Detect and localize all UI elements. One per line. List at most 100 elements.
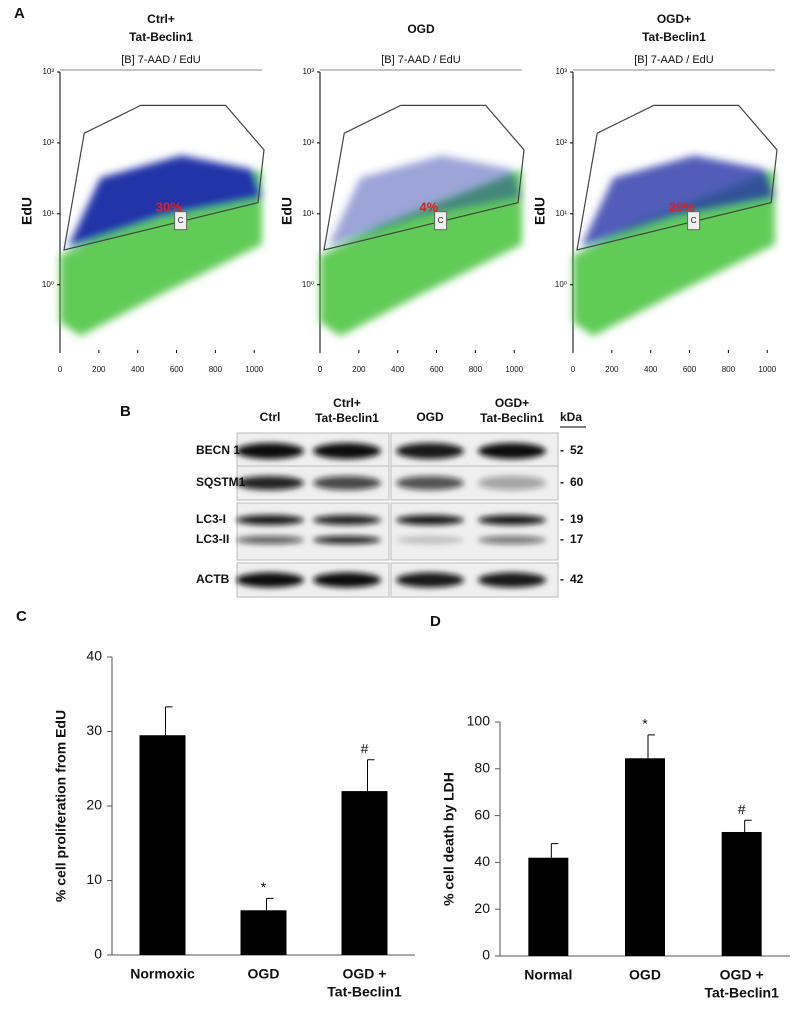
y-tick-label: 20 bbox=[86, 797, 102, 813]
band bbox=[478, 515, 546, 525]
gate-label: C bbox=[178, 216, 184, 225]
bar bbox=[528, 857, 569, 956]
gate-percent: 4% bbox=[419, 200, 438, 215]
y-tick-label: 10³ bbox=[42, 67, 54, 76]
kda-value: 60 bbox=[570, 475, 584, 489]
y-tick-label: 10⁰ bbox=[42, 280, 54, 289]
row-label: LC3-II bbox=[196, 532, 229, 546]
y-tick-label: 10 bbox=[86, 871, 102, 887]
significance-mark: * bbox=[261, 879, 267, 895]
error-bar bbox=[550, 843, 559, 858]
gate-label-box bbox=[174, 211, 188, 231]
y-tick-label: 10³ bbox=[555, 67, 567, 76]
y-tick-label: 0 bbox=[482, 947, 490, 963]
column-label: OGD+ bbox=[495, 396, 529, 410]
y-tick-label: 10⁰ bbox=[302, 280, 314, 289]
band bbox=[236, 572, 304, 588]
x-tick-label: 800 bbox=[722, 365, 736, 374]
band bbox=[478, 536, 546, 544]
y-tick-label: 10³ bbox=[302, 67, 314, 76]
x-tick-label: 800 bbox=[469, 365, 483, 374]
blot-panel bbox=[390, 502, 559, 561]
significance-mark: # bbox=[738, 801, 746, 817]
column-label: Tat-Beclin1 bbox=[480, 411, 544, 425]
x-tick-label: Normal bbox=[524, 967, 572, 983]
row-label: SQSTM1 bbox=[196, 475, 246, 489]
panel-label: B bbox=[120, 403, 131, 420]
gate-percent: 20% bbox=[669, 200, 695, 215]
cell-cloud bbox=[573, 155, 775, 337]
blue-population bbox=[328, 155, 522, 248]
error-bar bbox=[266, 897, 274, 911]
column-label: Ctrl bbox=[260, 410, 281, 424]
y-tick-label: 60 bbox=[474, 806, 490, 822]
band bbox=[478, 476, 546, 490]
x-tick-label: 400 bbox=[644, 365, 658, 374]
column-label: Ctrl+ bbox=[333, 396, 361, 410]
x-tick-label: Tat-Beclin1 bbox=[704, 985, 779, 1001]
y-tick-label: 10¹ bbox=[302, 209, 314, 218]
y-tick-label: 10² bbox=[42, 138, 54, 147]
y-tick-label: 40 bbox=[86, 648, 102, 664]
green-population bbox=[60, 169, 262, 337]
band bbox=[478, 572, 546, 588]
x-tick-label: 600 bbox=[683, 365, 697, 374]
y-tick-label: 30 bbox=[86, 722, 102, 738]
blue-population bbox=[68, 155, 262, 248]
gate-label: C bbox=[691, 216, 697, 225]
y-axis-label: EdU bbox=[279, 197, 295, 225]
y-tick-label: 10¹ bbox=[42, 209, 54, 218]
kda-dash: - bbox=[560, 572, 564, 586]
chart-subtitle: [B] 7-AAD / EdU bbox=[121, 54, 201, 66]
band bbox=[396, 476, 464, 490]
cell-cloud bbox=[60, 155, 262, 337]
bar bbox=[721, 831, 762, 956]
chart-subtitle: [B] 7-AAD / EdU bbox=[634, 54, 714, 66]
band bbox=[396, 443, 464, 459]
chart-title: OGD bbox=[407, 22, 435, 36]
y-tick-label: 10¹ bbox=[555, 209, 567, 218]
x-tick-label: OGD + bbox=[720, 967, 764, 983]
chart-title: Tat-Beclin1 bbox=[129, 30, 193, 44]
panel-label: D bbox=[430, 613, 441, 630]
kda-value: 52 bbox=[570, 443, 584, 457]
band bbox=[313, 536, 381, 544]
gate bbox=[63, 104, 265, 251]
bar bbox=[240, 910, 287, 955]
band bbox=[313, 443, 381, 459]
kda-value: 19 bbox=[570, 512, 584, 526]
gate-label-box bbox=[434, 211, 448, 231]
bar bbox=[341, 791, 388, 955]
blue-population bbox=[581, 155, 775, 248]
kda-dash: - bbox=[560, 475, 564, 489]
x-tick-label: 1000 bbox=[505, 365, 523, 374]
y-tick-label: 0 bbox=[94, 946, 102, 962]
panel-label: A bbox=[14, 5, 25, 22]
green-population bbox=[573, 169, 775, 337]
x-tick-label: 400 bbox=[131, 365, 145, 374]
row-label: ACTB bbox=[196, 572, 230, 586]
y-axis-label: EdU bbox=[532, 197, 548, 225]
row-label: LC3-I bbox=[196, 512, 226, 526]
band bbox=[236, 476, 304, 490]
gate bbox=[323, 104, 525, 251]
x-tick-label: 1000 bbox=[758, 365, 776, 374]
x-tick-label: OGD bbox=[248, 966, 280, 982]
kda-dash: - bbox=[560, 532, 564, 546]
row-label: BECN 1 bbox=[196, 443, 240, 457]
x-tick-label: 600 bbox=[170, 365, 184, 374]
band bbox=[396, 536, 464, 544]
column-label: OGD bbox=[416, 410, 444, 424]
band bbox=[236, 536, 304, 544]
band bbox=[478, 443, 546, 459]
x-tick-label: 0 bbox=[571, 365, 576, 374]
kda-value: 17 bbox=[570, 532, 584, 546]
y-axis-label: % cell proliferation from EdU bbox=[53, 710, 69, 902]
gate bbox=[576, 104, 778, 251]
kda-value: 42 bbox=[570, 572, 584, 586]
band bbox=[236, 443, 304, 459]
unit-label: kDa bbox=[560, 410, 582, 424]
y-tick-label: 10⁰ bbox=[555, 280, 567, 289]
chart-title: Ctrl+ bbox=[147, 12, 175, 26]
x-tick-label: Normoxic bbox=[130, 966, 195, 982]
